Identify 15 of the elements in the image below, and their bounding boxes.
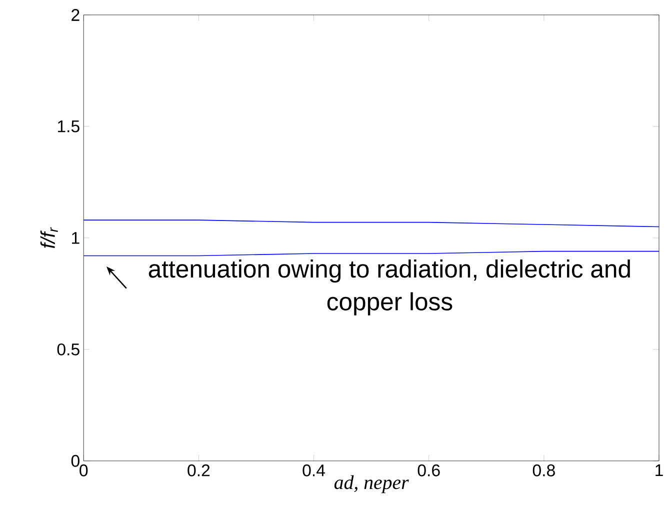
x-axis-title: ad, neper [334, 475, 409, 494]
y-axis-title: f/f$_{r}$ [40, 227, 58, 248]
x-tick-label: 1 [656, 464, 663, 476]
y-tick-label: 1.5 [58, 120, 80, 132]
annotation: attenuation owing to radiation, dielectric and copper loss [148, 260, 630, 316]
x-tick-label: 0.6 [418, 464, 440, 477]
line-series [83, 220, 660, 228]
y-tick-label: 0 [71, 455, 80, 468]
y-tick-label: 2 [72, 9, 80, 21]
x-tick-label: 0.4 [302, 464, 325, 477]
y-tick-label: 1 [72, 232, 80, 244]
x-tick-label: 0.8 [532, 464, 555, 477]
x-tick-label: 0.2 [188, 464, 210, 477]
y-tick-label: 0.5 [57, 344, 80, 356]
x-tick-label: 0 [80, 464, 88, 477]
